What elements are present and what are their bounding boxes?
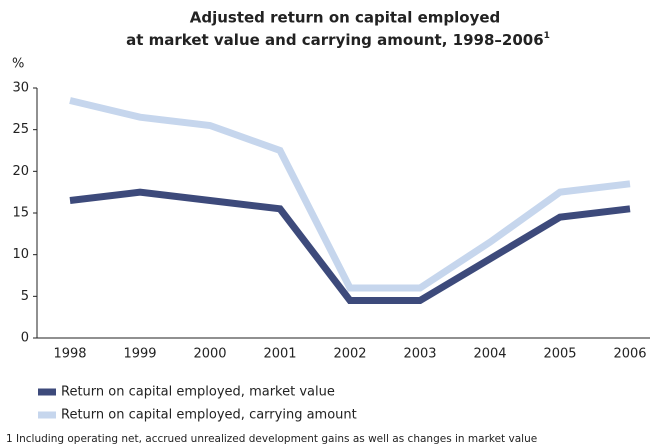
footnote: 1 Including operating net, accrued unrea… — [6, 433, 537, 445]
x-tick-label: 2002 — [333, 347, 366, 362]
y-tick-label: 0 — [21, 331, 29, 346]
series-line — [69, 188, 631, 304]
chart-title-line: Adjusted return on capital employed — [190, 9, 501, 27]
x-tick-label: 2001 — [263, 347, 296, 362]
chart-title-line: at market value and carrying amount, 199… — [126, 31, 544, 49]
legend-label: Return on capital employed, market value — [61, 385, 335, 400]
x-tick-label: 2004 — [473, 347, 506, 362]
series-line — [69, 97, 631, 292]
y-tick-label: 25 — [12, 122, 29, 137]
legend-label: Return on capital employed, carrying amo… — [61, 408, 357, 423]
x-tick-label: 2000 — [193, 347, 226, 362]
y-tick-label: 15 — [12, 206, 29, 221]
x-tick-label: 2006 — [613, 347, 646, 362]
title-superscript: 1 — [544, 31, 550, 41]
y-tick-label: 30 — [12, 81, 29, 96]
x-tick-label: 1999 — [123, 347, 156, 362]
y-tick-label: 10 — [12, 247, 29, 262]
x-tick-label: 2003 — [403, 347, 436, 362]
x-tick-label: 1998 — [53, 347, 86, 362]
y-axis-label: % — [12, 57, 24, 72]
y-tick-label: 5 — [21, 289, 29, 304]
chart-title-line: at market value and carrying amount, 199… — [126, 31, 550, 49]
x-tick-label: 2005 — [543, 347, 576, 362]
y-tick-label: 20 — [12, 164, 29, 179]
